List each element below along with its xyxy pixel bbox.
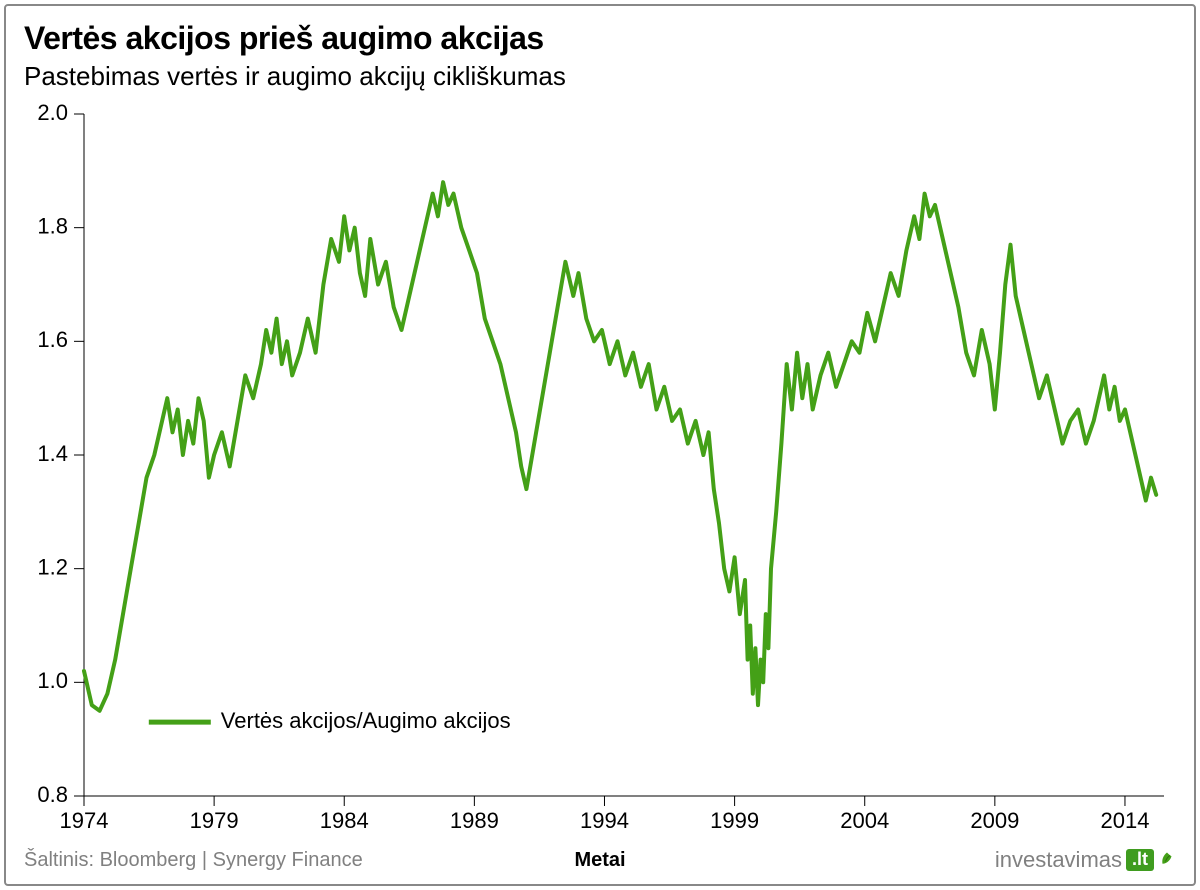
data-line (84, 182, 1156, 711)
leaf-icon (1158, 851, 1176, 869)
chart-area: 0.8 1.0 1.2 1.4 1.6 1.8 2.0 1974 1979 1984 1989 199… (24, 104, 1176, 838)
brand-logo: investavimas .lt (995, 847, 1176, 873)
svg-text:2014: 2014 (1100, 808, 1149, 833)
x-axis-label: Metai (574, 849, 625, 872)
brand-badge: .lt (1126, 849, 1154, 871)
svg-text:1994: 1994 (580, 808, 629, 833)
svg-text:1.2: 1.2 (37, 554, 68, 579)
source-text: Šaltinis: Bloomberg | Synergy Finance (24, 849, 363, 872)
svg-text:1999: 1999 (710, 808, 759, 833)
svg-text:1979: 1979 (190, 808, 239, 833)
svg-text:1989: 1989 (450, 808, 499, 833)
svg-text:2009: 2009 (970, 808, 1019, 833)
svg-text:1974: 1974 (60, 808, 109, 833)
legend-label: Vertės akcijos/Augimo akcijos (221, 708, 511, 733)
brand-text: investavimas (995, 847, 1122, 873)
svg-text:0.8: 0.8 (37, 782, 68, 807)
svg-text:1.8: 1.8 (37, 213, 68, 238)
svg-text:1984: 1984 (320, 808, 369, 833)
svg-text:2004: 2004 (840, 808, 889, 833)
footer-row: Šaltinis: Bloomberg | Synergy Finance Me… (24, 838, 1176, 876)
line-chart-svg: 0.8 1.0 1.2 1.4 1.6 1.8 2.0 1974 1979 1984 1989 199… (24, 104, 1176, 838)
svg-text:1.6: 1.6 (37, 327, 68, 352)
svg-text:1.4: 1.4 (37, 441, 68, 466)
chart-frame: Vertės akcijos prieš augimo akcijas Past… (4, 4, 1196, 886)
chart-title: Vertės akcijos prieš augimo akcijas (24, 20, 1176, 57)
svg-text:2.0: 2.0 (37, 104, 68, 125)
chart-subtitle: Pastebimas vertės ir augimo akcijų cikli… (24, 61, 1176, 92)
svg-text:1.0: 1.0 (37, 668, 68, 693)
